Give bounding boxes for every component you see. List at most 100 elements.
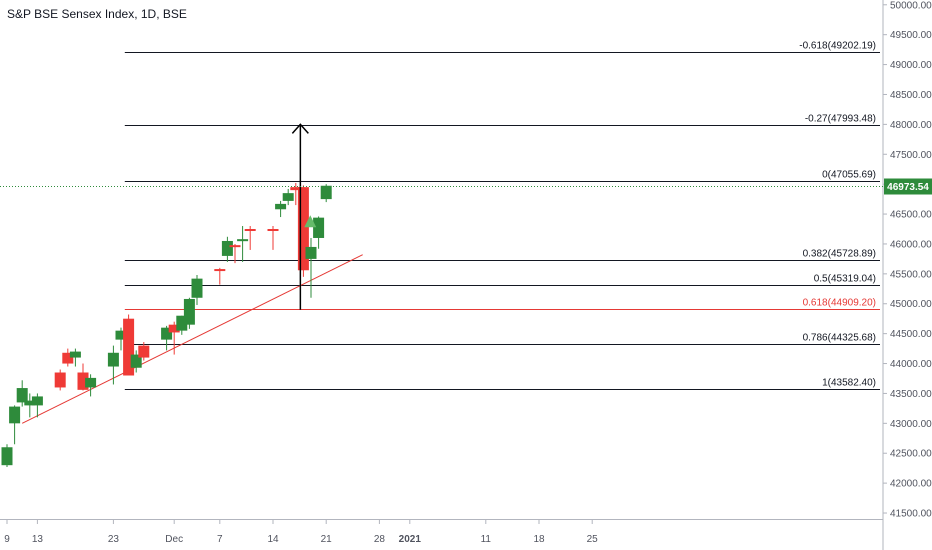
x-tick-label: 28 — [374, 534, 386, 545]
candle[interactable] — [244, 226, 256, 250]
y-tick-label: 41500.00 — [890, 509, 932, 520]
candle[interactable] — [267, 226, 279, 250]
candle[interactable] — [54, 369, 66, 391]
y-tick-label: 49500.00 — [890, 30, 932, 41]
fib-level-label: 1(43582.40) — [822, 378, 876, 389]
x-tick-label: 25 — [587, 534, 599, 545]
candle[interactable] — [168, 321, 180, 355]
candle[interactable] — [161, 325, 173, 351]
candle-body — [24, 400, 36, 406]
candle-body — [282, 193, 294, 201]
x-tick-label: 13 — [32, 534, 44, 545]
candle[interactable] — [107, 345, 119, 385]
candle-body — [176, 315, 188, 331]
candle[interactable] — [69, 348, 81, 367]
candle[interactable] — [221, 236, 233, 262]
y-tick-label: 45000.00 — [890, 299, 932, 310]
y-tick-label: 44500.00 — [890, 329, 932, 340]
candle[interactable] — [305, 237, 317, 298]
candle-body — [107, 352, 119, 367]
x-tick-label: 11 — [481, 534, 492, 545]
x-tick-label: 2021 — [399, 534, 422, 545]
x-tick-label: 14 — [267, 534, 279, 545]
candle-body — [290, 187, 302, 191]
price-tag-bg — [884, 178, 932, 195]
y-tick-label: 44000.00 — [890, 359, 932, 370]
x-tick-label: 23 — [108, 534, 120, 545]
candle-body — [191, 278, 203, 298]
y-tick-label: 42500.00 — [890, 449, 932, 460]
x-tick-label: 18 — [533, 534, 545, 545]
candle[interactable] — [297, 185, 309, 277]
candle-body — [138, 345, 150, 358]
candle[interactable] — [237, 226, 249, 262]
candle[interactable] — [138, 342, 150, 361]
candle-body — [161, 327, 173, 340]
chart-title: S&P BSE Sensex Index, 1D, BSE — [7, 7, 187, 21]
candle-body — [69, 351, 81, 358]
candle-body — [85, 377, 97, 388]
candle-body — [267, 229, 279, 232]
y-tick-label: 49000.00 — [890, 60, 932, 71]
candle-body — [305, 246, 317, 259]
candle-body — [275, 203, 287, 210]
candle-body — [31, 396, 43, 406]
candle[interactable] — [130, 350, 142, 373]
candle[interactable] — [320, 184, 332, 203]
candle[interactable] — [24, 393, 36, 418]
x-tick-label: 9 — [4, 534, 10, 545]
y-tick-label: 50000.00 — [890, 0, 932, 11]
candle-body — [221, 240, 233, 256]
price-tag-label: 46973.54 — [887, 182, 929, 193]
fib-level-label: 0.5(45319.04) — [814, 274, 876, 285]
candle-body — [214, 269, 226, 272]
candle[interactable] — [77, 363, 89, 391]
candle[interactable] — [176, 315, 188, 335]
candle[interactable] — [183, 297, 195, 329]
signal-marker — [304, 215, 317, 228]
candle[interactable] — [282, 188, 294, 206]
candle-body — [313, 217, 325, 238]
x-tick-label: 21 — [321, 534, 333, 545]
candle-body — [244, 229, 256, 232]
candle[interactable] — [9, 405, 21, 445]
candle[interactable] — [1, 444, 13, 467]
y-tick-label: 48500.00 — [890, 90, 932, 101]
candle[interactable] — [275, 200, 287, 218]
y-tick-label: 48000.00 — [890, 120, 932, 131]
candle-body — [62, 352, 74, 364]
candle[interactable] — [16, 380, 28, 407]
fib-level-label: -0.27(47993.48) — [805, 114, 876, 125]
projection-arrow-head — [291, 123, 309, 134]
candle-body — [9, 406, 21, 424]
candle[interactable] — [115, 327, 127, 351]
candle[interactable] — [62, 348, 74, 367]
candle[interactable] — [313, 216, 325, 249]
candle[interactable] — [290, 182, 302, 206]
y-tick-label: 47500.00 — [890, 150, 932, 161]
fib-level-label: 0(47055.69) — [822, 170, 876, 181]
y-tick-label: 45500.00 — [890, 269, 932, 280]
candle-body — [168, 324, 180, 333]
candle[interactable] — [229, 243, 241, 264]
candle[interactable] — [191, 275, 203, 305]
candle-body — [1, 447, 13, 466]
x-tick-label: 7 — [217, 534, 223, 545]
candle-body — [229, 245, 241, 248]
x-tick-label: Dec — [165, 534, 183, 545]
trend-line[interactable] — [21, 254, 363, 424]
candle[interactable] — [31, 393, 43, 418]
y-tick-label: 43500.00 — [890, 389, 932, 400]
fib-level-label: -0.618(49202.19) — [799, 41, 876, 52]
candle-body — [54, 372, 66, 388]
y-tick-label: 46500.00 — [890, 210, 932, 221]
last-price-tag: 46973.54 — [884, 178, 932, 195]
candle[interactable] — [85, 374, 97, 397]
y-tick-label: 42000.00 — [890, 479, 932, 490]
y-tick-label: 43000.00 — [890, 419, 932, 430]
fib-level-label: 0.786(44325.68) — [803, 333, 876, 344]
candle-body — [123, 318, 135, 376]
candle[interactable] — [214, 267, 226, 285]
candle[interactable] — [123, 314, 135, 376]
